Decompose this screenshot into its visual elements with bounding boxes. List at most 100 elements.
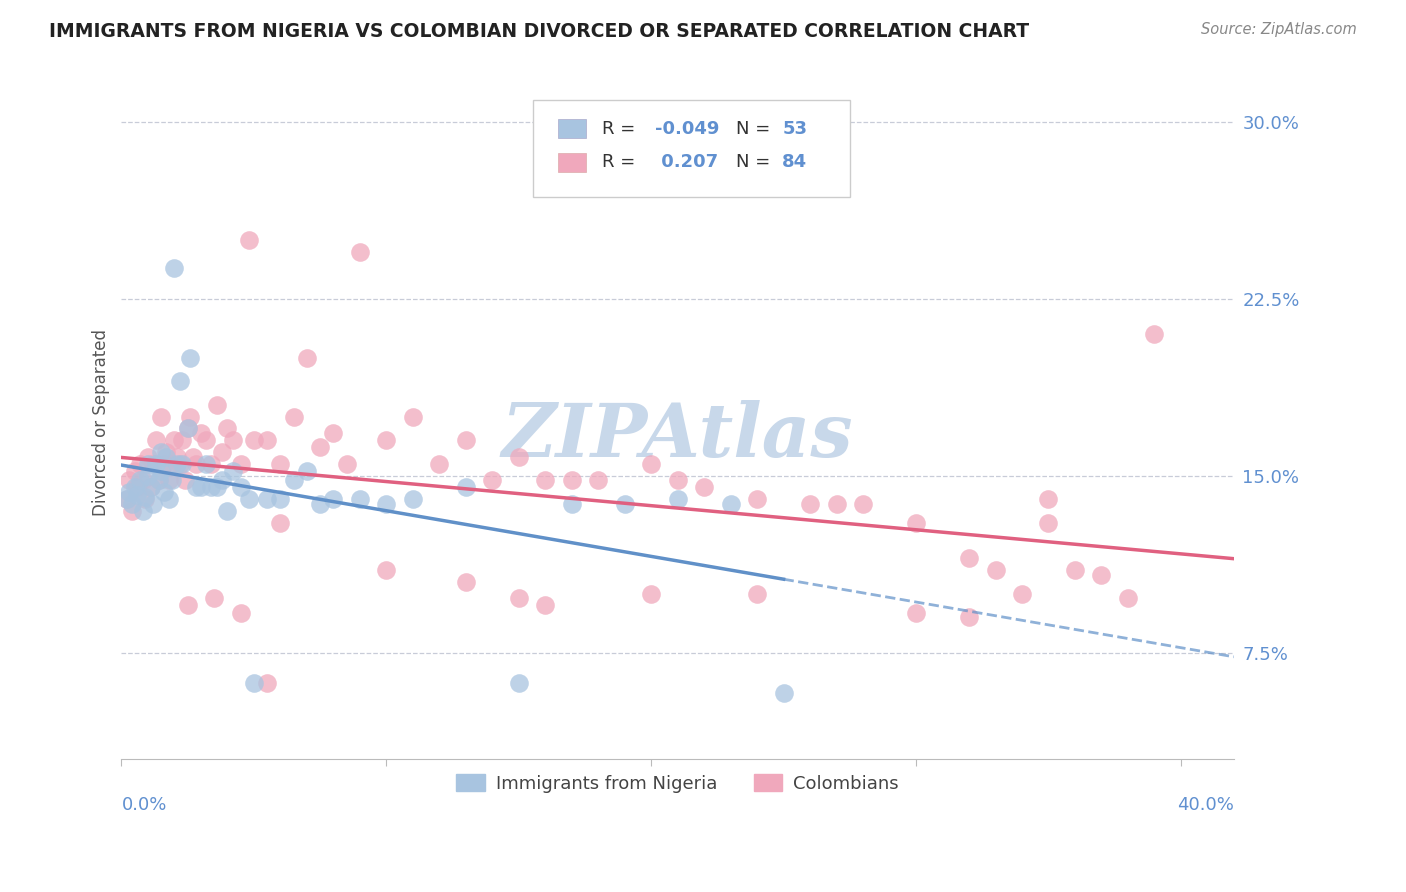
Point — [508, 591, 530, 606]
Point — [139, 480, 162, 494]
Point — [561, 474, 583, 488]
Text: N =: N = — [735, 120, 776, 137]
Point — [375, 497, 398, 511]
Point — [136, 450, 159, 464]
Point — [202, 591, 225, 606]
Point — [375, 434, 398, 448]
Point — [142, 497, 165, 511]
Point — [195, 434, 218, 448]
Point — [693, 480, 716, 494]
Point — [322, 492, 344, 507]
Point — [195, 457, 218, 471]
Point — [1143, 327, 1166, 342]
Point — [454, 574, 477, 589]
Point — [640, 457, 662, 471]
Point — [172, 434, 194, 448]
Text: IMMIGRANTS FROM NIGERIA VS COLOMBIAN DIVORCED OR SEPARATED CORRELATION CHART: IMMIGRANTS FROM NIGERIA VS COLOMBIAN DIV… — [49, 22, 1029, 41]
Point — [153, 485, 176, 500]
Point — [799, 497, 821, 511]
Point — [211, 445, 233, 459]
Point — [256, 676, 278, 690]
Point — [148, 474, 170, 488]
Point — [957, 551, 980, 566]
Point — [127, 480, 149, 494]
Point — [176, 599, 198, 613]
Point — [150, 445, 173, 459]
Text: 84: 84 — [782, 153, 807, 171]
Point — [454, 434, 477, 448]
Point — [1090, 567, 1112, 582]
Point — [1038, 516, 1060, 530]
Point — [221, 434, 243, 448]
Point — [136, 457, 159, 471]
Point — [481, 474, 503, 488]
Point — [131, 504, 153, 518]
Point — [375, 563, 398, 577]
Point — [150, 409, 173, 424]
Point — [747, 587, 769, 601]
Point — [169, 457, 191, 471]
Point — [176, 421, 198, 435]
Point — [720, 497, 742, 511]
Point — [190, 426, 212, 441]
Point — [336, 457, 359, 471]
FancyBboxPatch shape — [558, 153, 586, 172]
Text: ZIPAtlas: ZIPAtlas — [502, 400, 853, 472]
FancyBboxPatch shape — [533, 100, 851, 197]
Point — [238, 233, 260, 247]
Point — [172, 457, 194, 471]
Point — [747, 492, 769, 507]
Point — [1064, 563, 1087, 577]
Point — [309, 497, 332, 511]
Legend: Immigrants from Nigeria, Colombians: Immigrants from Nigeria, Colombians — [449, 767, 907, 800]
Point — [160, 474, 183, 488]
Point — [217, 421, 239, 435]
Text: -0.049: -0.049 — [655, 120, 720, 137]
Point — [166, 450, 188, 464]
FancyBboxPatch shape — [558, 120, 586, 138]
Point — [427, 457, 450, 471]
Point — [295, 351, 318, 365]
Point — [295, 464, 318, 478]
Point — [131, 474, 153, 488]
Point — [256, 434, 278, 448]
Point — [243, 434, 266, 448]
Point — [613, 497, 636, 511]
Point — [640, 587, 662, 601]
Point — [534, 474, 557, 488]
Point — [179, 351, 201, 365]
Point — [148, 474, 170, 488]
Text: 53: 53 — [782, 120, 807, 137]
Point — [211, 474, 233, 488]
Point — [124, 464, 146, 478]
Point — [322, 426, 344, 441]
Text: 0.0%: 0.0% — [121, 796, 167, 814]
Point — [256, 492, 278, 507]
Point — [586, 474, 609, 488]
Point — [139, 480, 162, 494]
Point — [508, 450, 530, 464]
Point — [238, 492, 260, 507]
Point — [136, 468, 159, 483]
Point — [1011, 587, 1033, 601]
Point — [205, 398, 228, 412]
Point — [1116, 591, 1139, 606]
Text: Source: ZipAtlas.com: Source: ZipAtlas.com — [1201, 22, 1357, 37]
Point — [163, 434, 186, 448]
Point — [200, 480, 222, 494]
Point — [905, 516, 928, 530]
Point — [166, 457, 188, 471]
Point — [221, 464, 243, 478]
Point — [124, 480, 146, 494]
Text: 40.0%: 40.0% — [1177, 796, 1234, 814]
Point — [155, 445, 177, 459]
Point — [160, 457, 183, 471]
Text: R =: R = — [602, 153, 641, 171]
Point — [283, 409, 305, 424]
Y-axis label: Divorced or Separated: Divorced or Separated — [93, 329, 110, 516]
Point — [666, 492, 689, 507]
Point — [127, 487, 149, 501]
Point — [534, 599, 557, 613]
Point — [269, 492, 291, 507]
Point — [121, 497, 143, 511]
